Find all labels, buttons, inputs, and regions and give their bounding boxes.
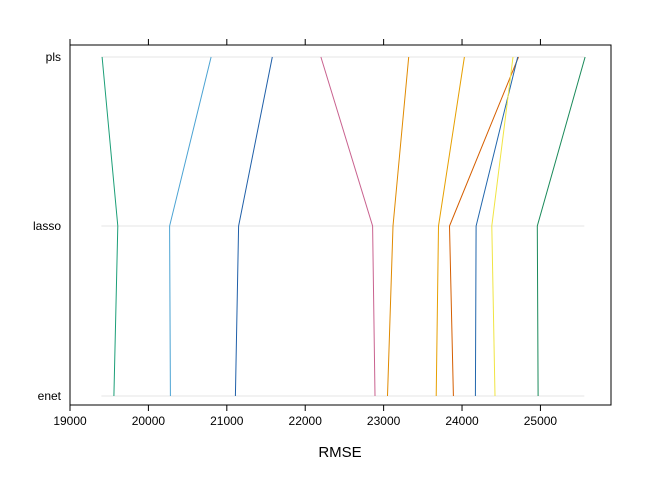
- series-line-7: [448, 56, 519, 397]
- series-line-8: [474, 56, 519, 397]
- y-tick-label-enet: enet: [38, 389, 62, 403]
- grid-layer: [101, 56, 585, 397]
- x-axis-title: RMSE: [318, 444, 361, 461]
- y-tick-label-pls: pls: [46, 50, 61, 64]
- x-tick-label: 25000: [524, 414, 558, 428]
- series-line-2: [169, 56, 212, 397]
- axis-layer: 19000 20000 21000 22000 23000 24000 25000 enet l…: [33, 39, 557, 428]
- x-tick-label: 22000: [289, 414, 323, 428]
- series-line-3: [234, 56, 273, 397]
- series-line-6: [435, 56, 465, 397]
- y-tick-label-lasso: lasso: [33, 219, 61, 233]
- x-tick-label: 21000: [210, 414, 244, 428]
- series-line-4: [320, 56, 376, 397]
- series-line-5: [387, 56, 410, 397]
- series-line-9: [491, 56, 514, 397]
- x-tick-label: 20000: [132, 414, 166, 428]
- series-line-1: [101, 56, 119, 397]
- series-line-10: [536, 56, 586, 397]
- series-layer: [101, 56, 586, 397]
- x-tick-label: 19000: [53, 414, 87, 428]
- x-tick-label: 24000: [445, 414, 479, 428]
- plot-frame: [69, 44, 612, 406]
- x-tick-label: 23000: [367, 414, 401, 428]
